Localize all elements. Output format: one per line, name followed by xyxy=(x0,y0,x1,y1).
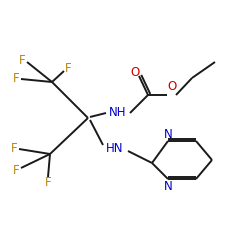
Text: O: O xyxy=(167,81,177,94)
Text: N: N xyxy=(164,180,172,192)
Text: F: F xyxy=(19,54,25,67)
Text: NH: NH xyxy=(109,106,127,119)
Text: HN: HN xyxy=(106,143,124,155)
Text: F: F xyxy=(45,175,51,188)
Text: O: O xyxy=(130,66,140,79)
Text: F: F xyxy=(11,143,17,155)
Text: F: F xyxy=(65,62,71,76)
Text: N: N xyxy=(164,128,172,141)
Text: F: F xyxy=(13,72,19,86)
Text: F: F xyxy=(13,163,19,177)
